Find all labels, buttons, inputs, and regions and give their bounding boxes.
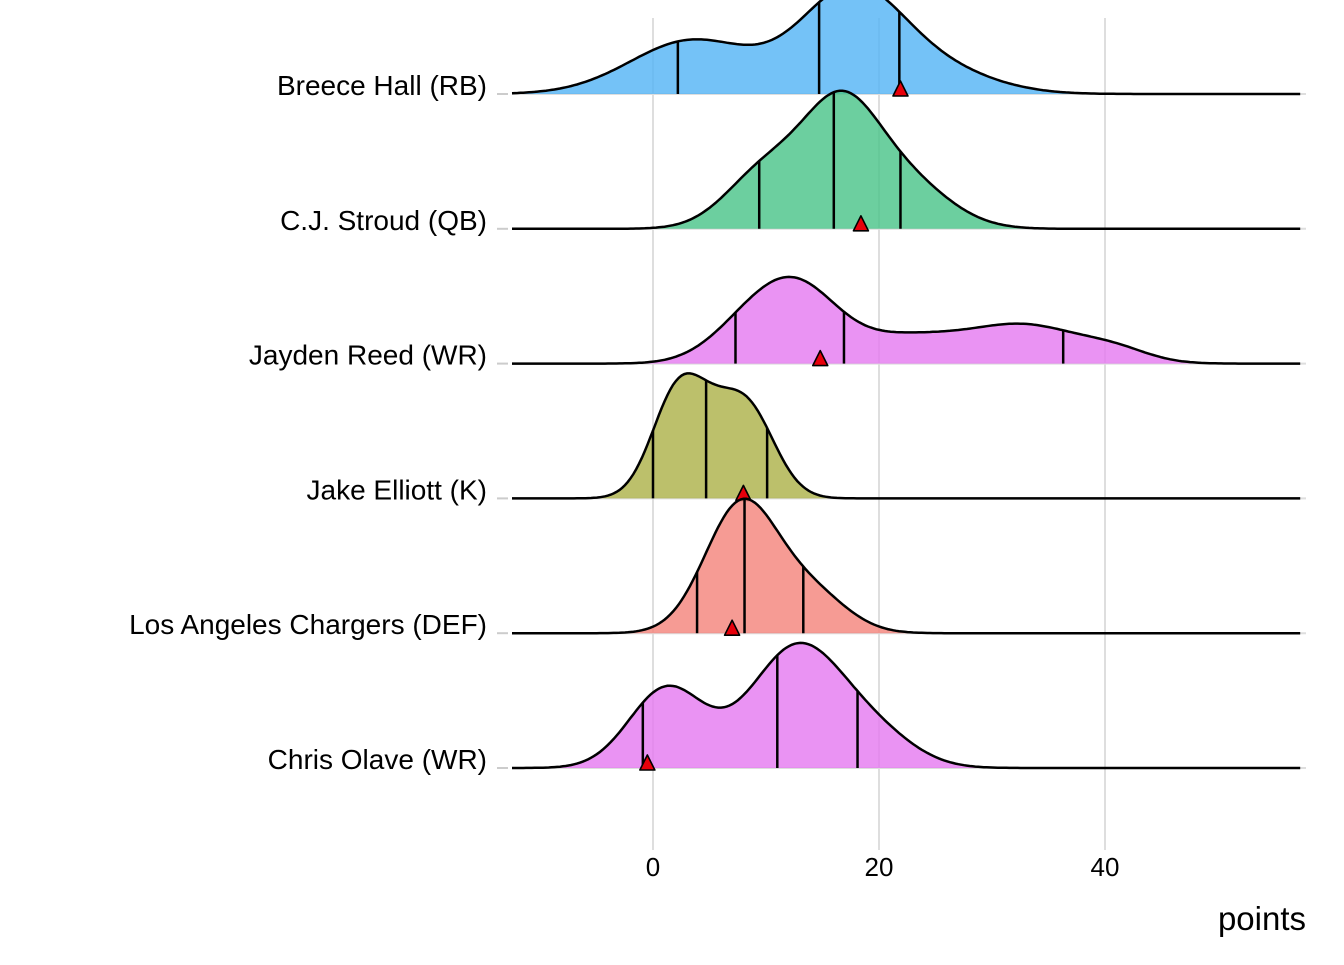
ridge-5 bbox=[512, 641, 1302, 771]
ridge-1 bbox=[512, 89, 1302, 232]
actual-points-marker bbox=[852, 215, 870, 232]
x-tick-label: 20 bbox=[865, 852, 894, 882]
x-axis-title: points bbox=[1218, 900, 1306, 937]
ridge-2 bbox=[512, 275, 1302, 367]
y-tick-label: Los Angeles Chargers (DEF) bbox=[129, 609, 487, 640]
density-line bbox=[512, 641, 1301, 770]
y-tick-label: C.J. Stroud (QB) bbox=[280, 205, 487, 236]
y-tick-label: Jayden Reed (WR) bbox=[249, 340, 487, 371]
density-area bbox=[512, 642, 1302, 768]
actual-points-marker bbox=[723, 619, 741, 636]
density-line bbox=[512, 497, 1301, 635]
ridge-4 bbox=[512, 497, 1302, 636]
density-line bbox=[512, 372, 1301, 500]
y-tick-label: Jake Elliott (K) bbox=[307, 474, 488, 505]
actual-points-marker bbox=[811, 349, 829, 367]
y-axis-labels: Breece Hall (RB) C.J. Stroud (QB) Jayden R… bbox=[129, 70, 508, 775]
ridge-3 bbox=[512, 372, 1302, 502]
actual-points-marker bbox=[892, 80, 909, 97]
ridges bbox=[511, 0, 1302, 771]
density-line bbox=[511, 0, 1301, 96]
density-area bbox=[512, 276, 1302, 364]
density-line bbox=[512, 275, 1301, 365]
y-tick-label: Chris Olave (WR) bbox=[268, 744, 487, 775]
x-tick-label: 40 bbox=[1091, 852, 1120, 882]
density-area bbox=[512, 373, 1302, 499]
density-line bbox=[512, 89, 1301, 231]
x-tick-label: 0 bbox=[646, 852, 660, 882]
actual-points-marker bbox=[639, 754, 656, 771]
y-tick-label: Breece Hall (RB) bbox=[277, 70, 487, 101]
x-axis-ticks: 0 20 40 bbox=[646, 852, 1120, 882]
density-area bbox=[512, 498, 1302, 634]
ridge-0 bbox=[511, 0, 1302, 97]
density-area bbox=[512, 0, 1302, 94]
